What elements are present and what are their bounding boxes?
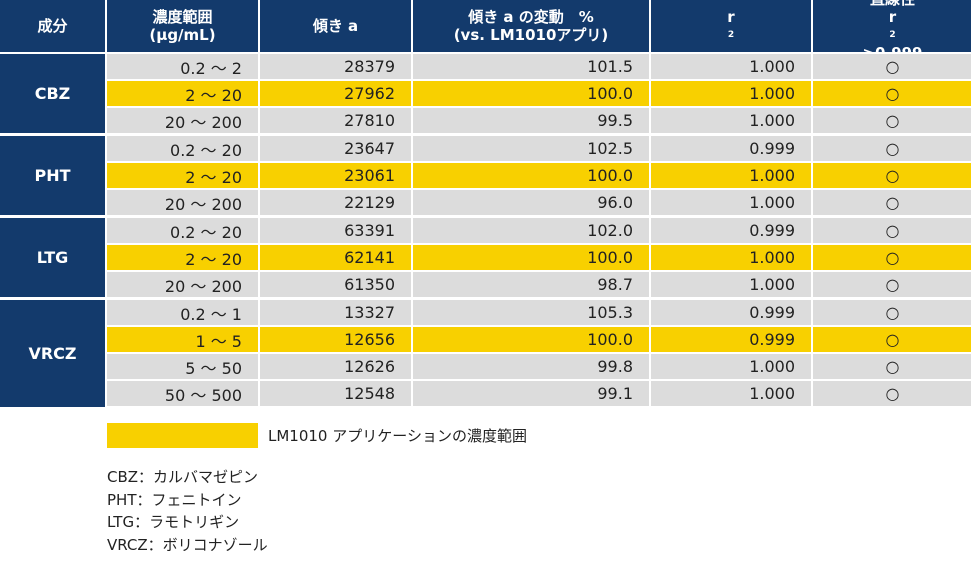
linearity-mark: ○ bbox=[813, 327, 971, 352]
table-cell: 102.5 bbox=[413, 136, 649, 161]
table-cell: 2 ～ 20 bbox=[107, 163, 258, 188]
table-cell: 62141 bbox=[260, 245, 411, 270]
table-cell: 0.999 bbox=[651, 327, 811, 352]
abbreviation: VRCZ：ボリコナゾール bbox=[107, 535, 268, 554]
linearity-mark: ○ bbox=[813, 81, 971, 106]
legend: LM1010 アプリケーションの濃度範囲 bbox=[107, 423, 527, 448]
linearity-mark: ○ bbox=[813, 108, 971, 133]
table-cell: 1.000 bbox=[651, 354, 811, 379]
table-cell: 2 ～ 20 bbox=[107, 81, 258, 106]
table-cell: 101.5 bbox=[413, 54, 649, 79]
linearity-mark: ○ bbox=[813, 163, 971, 188]
table-cell: 1.000 bbox=[651, 81, 811, 106]
table-cell: 0.2 ～ 20 bbox=[107, 136, 258, 161]
table-cell: 13327 bbox=[260, 300, 411, 325]
table-cell: 20 ～ 200 bbox=[107, 108, 258, 133]
table-cell: 23061 bbox=[260, 163, 411, 188]
linearity-mark: ○ bbox=[813, 218, 971, 243]
linearity-mark: ○ bbox=[813, 272, 971, 297]
compound-cell: LTG bbox=[0, 218, 105, 297]
table-cell: 28379 bbox=[260, 54, 411, 79]
legend-label: LM1010 アプリケーションの濃度範囲 bbox=[268, 427, 527, 445]
linearity-mark: ○ bbox=[813, 300, 971, 325]
table-cell: 12626 bbox=[260, 354, 411, 379]
table-cell: 105.3 bbox=[413, 300, 649, 325]
table-cell: 1.000 bbox=[651, 381, 811, 406]
abbreviation: PHT：フェニトイン bbox=[107, 490, 242, 509]
table-cell: 5 ～ 50 bbox=[107, 354, 258, 379]
table-cell: 1.000 bbox=[651, 245, 811, 270]
linearity-mark: ○ bbox=[813, 354, 971, 379]
table-cell: 27810 bbox=[260, 108, 411, 133]
table-cell: 1.000 bbox=[651, 190, 811, 215]
table-cell: 2 ～ 20 bbox=[107, 245, 258, 270]
linearity-mark: ○ bbox=[813, 136, 971, 161]
table-cell: 100.0 bbox=[413, 163, 649, 188]
table-cell: 96.0 bbox=[413, 190, 649, 215]
table-cell: 23647 bbox=[260, 136, 411, 161]
table-cell: 1.000 bbox=[651, 163, 811, 188]
compound-cell: VRCZ bbox=[0, 300, 105, 407]
abbreviation: CBZ：カルバマゼピン bbox=[107, 468, 259, 486]
table-cell: 102.0 bbox=[413, 218, 649, 243]
table-cell: 0.999 bbox=[651, 136, 811, 161]
table-cell: 61350 bbox=[260, 272, 411, 297]
table-cell: 20 ～ 200 bbox=[107, 190, 258, 215]
table-cell: 99.5 bbox=[413, 108, 649, 133]
table-cell: 1 ～ 5 bbox=[107, 327, 258, 352]
table-cell: 0.2 ～ 20 bbox=[107, 218, 258, 243]
table-cell: 1.000 bbox=[651, 272, 811, 297]
table-cell: 99.1 bbox=[413, 381, 649, 406]
column-header: 成分 bbox=[0, 0, 105, 52]
linearity-mark: ○ bbox=[813, 190, 971, 215]
linearity-table: 成分 濃度範囲 (µg/mL) 傾き a 傾き a の変動 % (vs. LM1010アプ… bbox=[0, 0, 971, 409]
compound-cell: CBZ bbox=[0, 54, 105, 133]
linearity-mark: ○ bbox=[813, 245, 971, 270]
linearity-mark: ○ bbox=[813, 54, 971, 79]
table-cell: 22129 bbox=[260, 190, 411, 215]
column-header: 直線性r2>0.999 bbox=[813, 0, 971, 62]
abbreviation: LTG：ラモトリギン bbox=[107, 513, 240, 531]
column-header: 傾き a の変動 % (vs. LM1010アプリ) bbox=[413, 0, 649, 52]
abbreviation-list: CBZ：カルバマゼピン PHT：フェニトイン LTG：ラモトリギン VRCZ：ボ… bbox=[107, 466, 268, 556]
table-cell: 0.999 bbox=[651, 300, 811, 325]
table-cell: 50 ～ 500 bbox=[107, 381, 258, 406]
legend-swatch bbox=[107, 423, 258, 448]
table-cell: 1.000 bbox=[651, 108, 811, 133]
table-cell: 0.2 ～ 2 bbox=[107, 54, 258, 79]
table-cell: 100.0 bbox=[413, 245, 649, 270]
table-cell: 27962 bbox=[260, 81, 411, 106]
table-cell: 99.8 bbox=[413, 354, 649, 379]
table-cell: 0.999 bbox=[651, 218, 811, 243]
table-cell: 0.2 ～ 1 bbox=[107, 300, 258, 325]
column-header: 傾き a bbox=[260, 0, 411, 52]
linearity-mark: ○ bbox=[813, 381, 971, 406]
table-cell: 12656 bbox=[260, 327, 411, 352]
column-header: 濃度範囲 (µg/mL) bbox=[107, 0, 258, 52]
table-cell: 100.0 bbox=[413, 327, 649, 352]
table-cell: 98.7 bbox=[413, 272, 649, 297]
table-cell: 1.000 bbox=[651, 54, 811, 79]
compound-cell: PHT bbox=[0, 136, 105, 215]
table-cell: 63391 bbox=[260, 218, 411, 243]
table-cell: 12548 bbox=[260, 381, 411, 406]
table-cell: 100.0 bbox=[413, 81, 649, 106]
table-cell: 20 ～ 200 bbox=[107, 272, 258, 297]
